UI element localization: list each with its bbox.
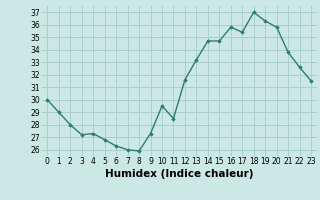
X-axis label: Humidex (Indice chaleur): Humidex (Indice chaleur) [105,169,253,179]
